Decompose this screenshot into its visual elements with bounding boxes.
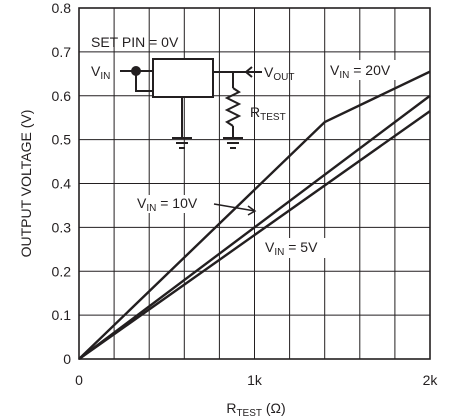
y-tick-label: 0.7 — [52, 44, 72, 60]
y-tick-label: 0.2 — [52, 263, 72, 279]
inset-vout-label: VOUT — [264, 64, 294, 83]
ground-symbol-rtest — [223, 137, 243, 149]
x-tick-label: 0 — [75, 372, 83, 388]
regulator-box — [152, 58, 214, 98]
label-bg-vin20 — [327, 60, 407, 80]
y-tick-label: 0.1 — [52, 307, 72, 323]
y-tick-label: 0.3 — [52, 219, 72, 235]
label-vin5: VIN = 5V — [265, 239, 318, 258]
series-line-vin10 — [78, 94, 431, 360]
label-bg-vin5 — [262, 238, 332, 258]
series-line-vin20 — [78, 70, 431, 360]
rtest-resistor — [224, 87, 242, 127]
y-tick-labels: 0 0.1 0.2 0.3 0.4 0.5 0.6 0.7 0.8 — [52, 0, 72, 367]
inset-vin-label: VIN — [91, 63, 110, 82]
set-wire — [135, 71, 153, 92]
x-tick-labels: 0 1k 2k — [75, 372, 438, 388]
y-tick-label: 0.8 — [52, 0, 72, 16]
inset-rtest-label: RTEST — [250, 104, 286, 123]
y-tick-label: 0 — [63, 351, 71, 367]
label-bg-vin10 — [134, 195, 214, 213]
y-tick-label: 0.6 — [52, 88, 72, 104]
arrow-vin10 — [213, 203, 257, 216]
y-tick-label: 0.4 — [52, 176, 72, 192]
inset-circuit — [120, 58, 262, 138]
y-tick-label: 0.5 — [52, 132, 72, 148]
label-vin20: VIN = 20V — [330, 62, 391, 81]
plot-frame — [78, 7, 431, 360]
series-lines — [78, 70, 431, 360]
x-axis-label: RTEST (Ω) — [226, 400, 285, 419]
y-axis-label: OUTPUT VOLTAGE (V) — [18, 110, 34, 258]
x-tick-label: 1k — [247, 372, 263, 388]
ground-symbol-regulator — [172, 137, 192, 149]
label-vin10: VIN = 10V — [137, 195, 198, 214]
set-pin-label: SET PIN = 0V — [91, 34, 179, 50]
series-line-vin5 — [78, 110, 431, 360]
x-tick-label: 2k — [423, 372, 439, 388]
